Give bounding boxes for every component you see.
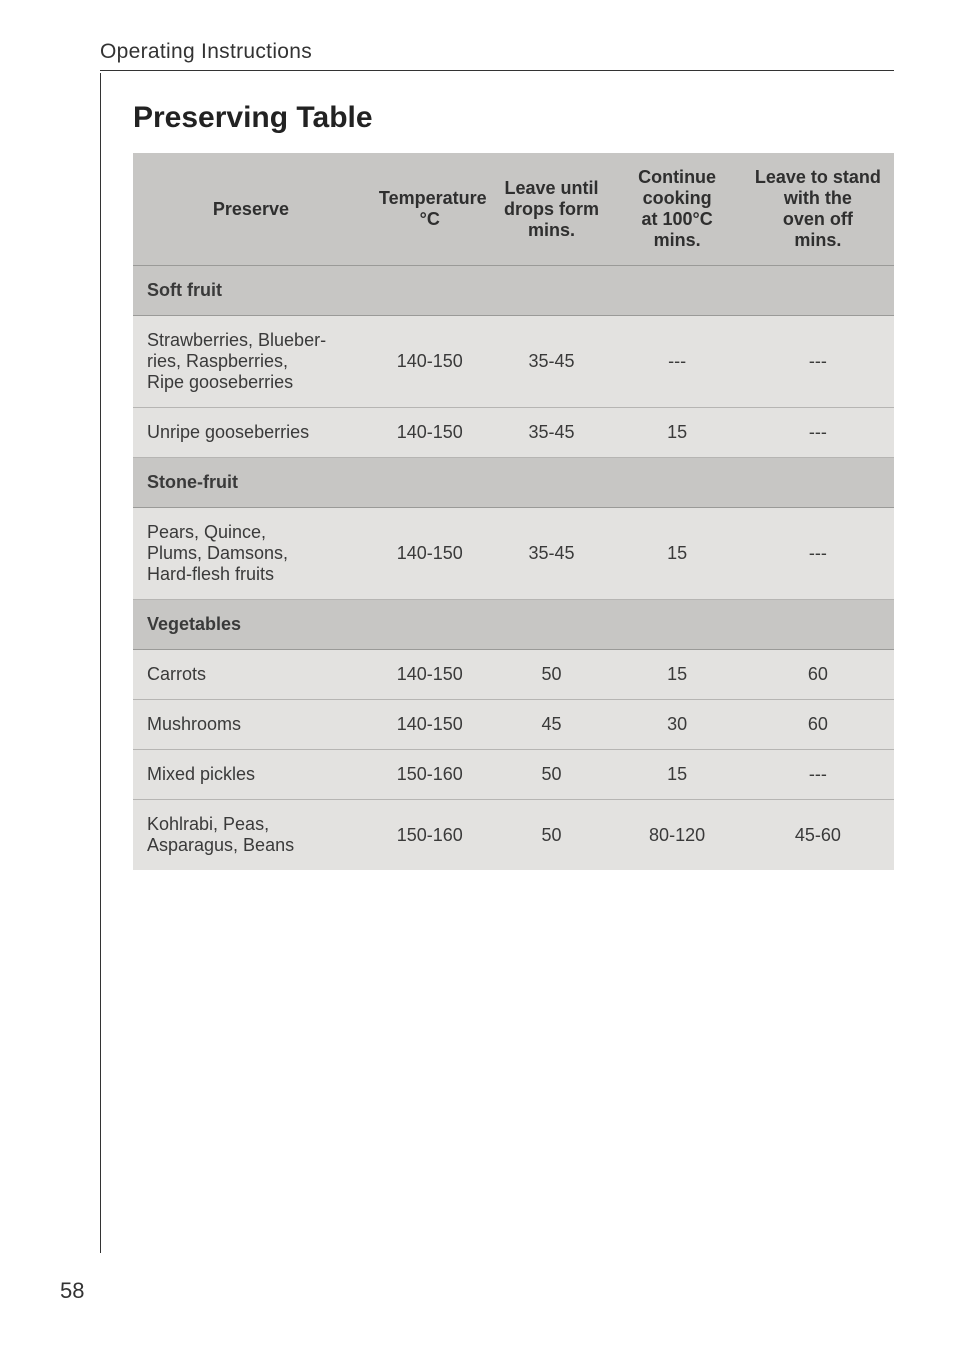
col-header-drops-l3: mins. (528, 220, 575, 240)
cell-preserve: Mushrooms (133, 700, 369, 750)
col-header-continue: Continue cooking at 100°C mins. (612, 153, 741, 266)
cell-temp: 140-150 (369, 508, 491, 600)
cell-cont: 30 (612, 700, 741, 750)
cell-text: Pears, Quince, (147, 522, 266, 542)
category-row-vegetables: Vegetables (133, 600, 894, 650)
col-header-cont-l4: mins. (654, 230, 701, 250)
col-header-stand: Leave to stand with the oven off mins. (742, 153, 894, 266)
cell-drops: 50 (491, 750, 613, 800)
col-header-drops-l2: drops form (504, 199, 599, 219)
cell-temp: 140-150 (369, 650, 491, 700)
cell-temp: 140-150 (369, 408, 491, 458)
cell-cont: 15 (612, 750, 741, 800)
page-root: Operating Instructions Preserving Table … (0, 0, 954, 1352)
col-header-temp-l2: °C (420, 209, 440, 229)
table-header-row: Preserve Temperature °C Leave until drop… (133, 153, 894, 266)
cell-cont: 15 (612, 408, 741, 458)
cell-preserve: Strawberries, Blueber- ries, Raspberries… (133, 316, 369, 408)
col-header-stand-l4: mins. (794, 230, 841, 250)
cell-drops: 35-45 (491, 508, 613, 600)
category-row-stone-fruit: Stone-fruit (133, 458, 894, 508)
cell-stand: --- (742, 750, 894, 800)
header-rule (100, 70, 894, 71)
col-header-drops-l1: Leave until (505, 178, 599, 198)
cell-stand: 60 (742, 700, 894, 750)
cell-temp: 150-160 (369, 750, 491, 800)
content-frame: Preserving Table Preserve Temperature °C… (100, 73, 894, 1253)
table-row: Mixed pickles 150-160 50 15 --- (133, 750, 894, 800)
cell-text: Ripe gooseberries (147, 372, 293, 392)
cell-drops: 45 (491, 700, 613, 750)
category-label: Soft fruit (133, 266, 894, 316)
cell-temp: 140-150 (369, 700, 491, 750)
cell-stand: --- (742, 316, 894, 408)
col-header-stand-l1: Leave to stand (755, 167, 881, 187)
cell-text: Asparagus, Beans (147, 835, 294, 855)
cell-text: Hard-flesh fruits (147, 564, 274, 584)
cell-text: Plums, Damsons, (147, 543, 288, 563)
table-row: Unripe gooseberries 140-150 35-45 15 --- (133, 408, 894, 458)
col-header-cont-l1: Continue (638, 167, 716, 187)
cell-drops: 35-45 (491, 408, 613, 458)
preserving-table: Preserve Temperature °C Leave until drop… (133, 153, 894, 870)
page-number: 58 (60, 1278, 84, 1304)
table-row: Kohlrabi, Peas, Asparagus, Beans 150-160… (133, 800, 894, 871)
cell-drops: 50 (491, 800, 613, 871)
section-title: Preserving Table (133, 101, 894, 135)
table-row: Pears, Quince, Plums, Damsons, Hard-fles… (133, 508, 894, 600)
cell-cont: 15 (612, 650, 741, 700)
running-header: Operating Instructions (100, 40, 894, 64)
cell-preserve: Unripe gooseberries (133, 408, 369, 458)
category-label: Stone-fruit (133, 458, 894, 508)
cell-preserve: Carrots (133, 650, 369, 700)
cell-drops: 35-45 (491, 316, 613, 408)
cell-stand: --- (742, 508, 894, 600)
cell-stand: 45-60 (742, 800, 894, 871)
cell-cont: 15 (612, 508, 741, 600)
col-header-cont-l2: cooking (643, 188, 712, 208)
col-header-stand-l3: oven off (783, 209, 853, 229)
cell-cont: --- (612, 316, 741, 408)
category-label: Vegetables (133, 600, 894, 650)
cell-text: Strawberries, Blueber- (147, 330, 326, 350)
col-header-temp-l1: Temperature (379, 188, 487, 208)
cell-cont: 80-120 (612, 800, 741, 871)
cell-stand: --- (742, 408, 894, 458)
table-row: Carrots 140-150 50 15 60 (133, 650, 894, 700)
col-header-temperature: Temperature °C (369, 153, 491, 266)
cell-preserve: Kohlrabi, Peas, Asparagus, Beans (133, 800, 369, 871)
cell-text: ries, Raspberries, (147, 351, 288, 371)
cell-text: Kohlrabi, Peas, (147, 814, 269, 834)
cell-drops: 50 (491, 650, 613, 700)
category-row-soft-fruit: Soft fruit (133, 266, 894, 316)
col-header-drops: Leave until drops form mins. (491, 153, 613, 266)
table-row: Mushrooms 140-150 45 30 60 (133, 700, 894, 750)
col-header-cont-l3: at 100°C (641, 209, 712, 229)
cell-temp: 150-160 (369, 800, 491, 871)
cell-preserve: Mixed pickles (133, 750, 369, 800)
col-header-stand-l2: with the (784, 188, 852, 208)
cell-preserve: Pears, Quince, Plums, Damsons, Hard-fles… (133, 508, 369, 600)
col-header-preserve: Preserve (133, 153, 369, 266)
cell-stand: 60 (742, 650, 894, 700)
table-row: Strawberries, Blueber- ries, Raspberries… (133, 316, 894, 408)
cell-temp: 140-150 (369, 316, 491, 408)
